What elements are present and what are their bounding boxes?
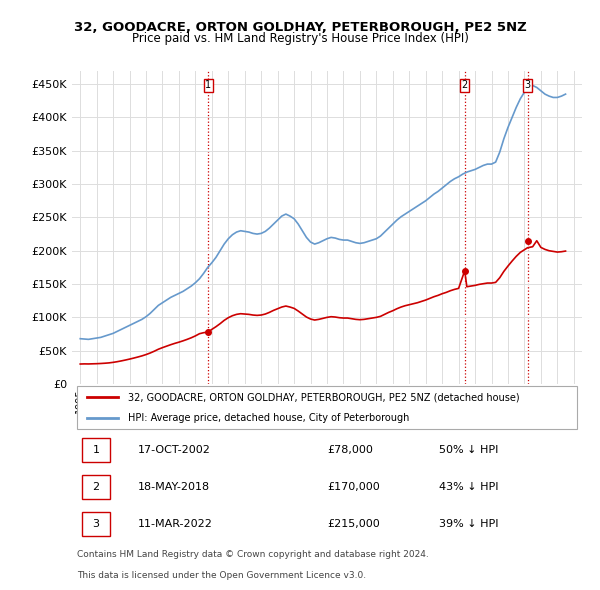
Text: 2: 2 [461,80,468,90]
FancyBboxPatch shape [82,512,110,536]
Text: 39% ↓ HPI: 39% ↓ HPI [439,519,499,529]
Text: 3: 3 [92,519,100,529]
Text: 50% ↓ HPI: 50% ↓ HPI [439,445,499,455]
Text: This data is licensed under the Open Government Licence v3.0.: This data is licensed under the Open Gov… [77,571,366,580]
Text: 43% ↓ HPI: 43% ↓ HPI [439,482,499,492]
Text: £78,000: £78,000 [327,445,373,455]
Text: HPI: Average price, detached house, City of Peterborough: HPI: Average price, detached house, City… [128,413,409,423]
Text: 32, GOODACRE, ORTON GOLDHAY, PETERBOROUGH, PE2 5NZ (detached house): 32, GOODACRE, ORTON GOLDHAY, PETERBOROUG… [128,392,520,402]
Text: 17-OCT-2002: 17-OCT-2002 [139,445,211,455]
Text: £215,000: £215,000 [327,519,380,529]
Text: Price paid vs. HM Land Registry's House Price Index (HPI): Price paid vs. HM Land Registry's House … [131,32,469,45]
Text: £170,000: £170,000 [327,482,380,492]
FancyBboxPatch shape [82,438,110,462]
Text: 18-MAY-2018: 18-MAY-2018 [139,482,211,492]
Text: 1: 1 [205,80,211,90]
Text: 11-MAR-2022: 11-MAR-2022 [139,519,213,529]
Text: 2: 2 [92,482,100,492]
Text: 1: 1 [92,445,100,455]
Text: 32, GOODACRE, ORTON GOLDHAY, PETERBOROUGH, PE2 5NZ: 32, GOODACRE, ORTON GOLDHAY, PETERBOROUG… [74,21,526,34]
Text: Contains HM Land Registry data © Crown copyright and database right 2024.: Contains HM Land Registry data © Crown c… [77,550,429,559]
FancyBboxPatch shape [77,386,577,429]
FancyBboxPatch shape [82,475,110,499]
Text: 3: 3 [524,80,530,90]
